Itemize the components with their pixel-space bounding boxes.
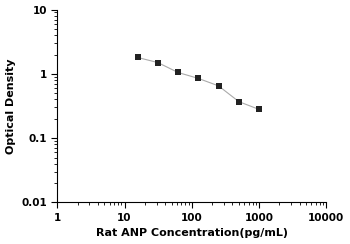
Y-axis label: Optical Density: Optical Density — [6, 58, 15, 154]
Point — [216, 84, 221, 88]
X-axis label: Rat ANP Concentration(pg/mL): Rat ANP Concentration(pg/mL) — [96, 228, 288, 238]
Point — [236, 100, 241, 104]
Point — [135, 55, 140, 59]
Point — [155, 61, 161, 64]
Point — [256, 107, 262, 111]
Point — [196, 76, 201, 80]
Point — [175, 71, 181, 74]
